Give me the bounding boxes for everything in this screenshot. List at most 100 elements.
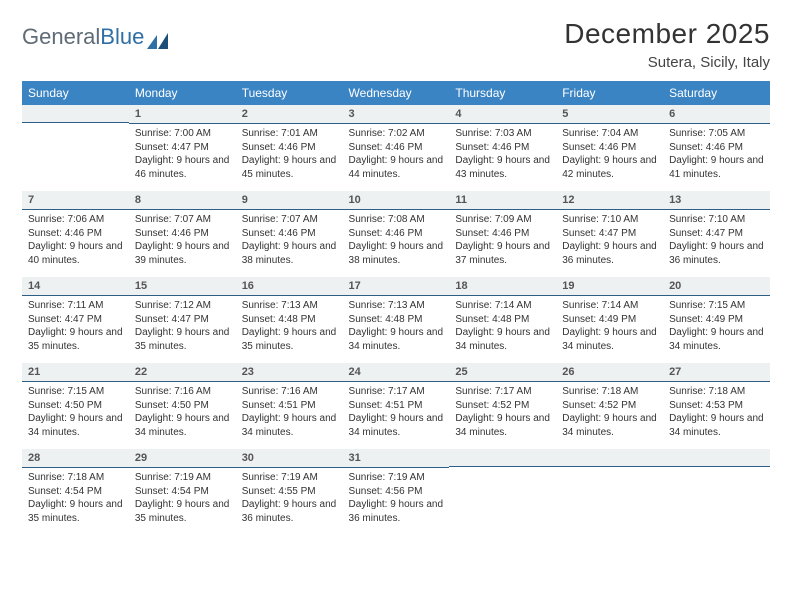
day-number: 22 [129,363,236,382]
header: GeneralBlue December 2025 Sutera, Sicily… [22,18,770,71]
sunrise-line: Sunrise: 7:15 AM [669,299,764,313]
sunrise-line: Sunrise: 7:12 AM [135,299,230,313]
weekday-header: Wednesday [343,81,450,105]
sunrise-line: Sunrise: 7:18 AM [28,471,123,485]
daylight-line: Daylight: 9 hours and 34 minutes. [455,326,550,353]
day-number [22,105,129,123]
day-details: Sunrise: 7:08 AMSunset: 4:46 PMDaylight:… [343,210,450,269]
day-number: 15 [129,277,236,296]
daylight-line: Daylight: 9 hours and 34 minutes. [669,326,764,353]
title-block: December 2025 Sutera, Sicily, Italy [564,18,770,71]
day-details: Sunrise: 7:00 AMSunset: 4:47 PMDaylight:… [129,124,236,183]
day-details: Sunrise: 7:01 AMSunset: 4:46 PMDaylight:… [236,124,343,183]
daylight-line: Daylight: 9 hours and 37 minutes. [455,240,550,267]
calendar-cell: 27Sunrise: 7:18 AMSunset: 4:53 PMDayligh… [663,363,770,449]
daylight-line: Daylight: 9 hours and 40 minutes. [28,240,123,267]
calendar-cell: 5Sunrise: 7:04 AMSunset: 4:46 PMDaylight… [556,105,663,191]
day-number: 19 [556,277,663,296]
sunset-line: Sunset: 4:47 PM [135,141,230,155]
day-details: Sunrise: 7:02 AMSunset: 4:46 PMDaylight:… [343,124,450,183]
day-number: 7 [22,191,129,210]
sunset-line: Sunset: 4:46 PM [455,141,550,155]
calendar-body: 1Sunrise: 7:00 AMSunset: 4:47 PMDaylight… [22,105,770,535]
day-details: Sunrise: 7:06 AMSunset: 4:46 PMDaylight:… [22,210,129,269]
day-number: 23 [236,363,343,382]
sunrise-line: Sunrise: 7:03 AM [455,127,550,141]
day-number: 6 [663,105,770,124]
day-number: 24 [343,363,450,382]
daylight-line: Daylight: 9 hours and 36 minutes. [669,240,764,267]
calendar-cell: 21Sunrise: 7:15 AMSunset: 4:50 PMDayligh… [22,363,129,449]
sunset-line: Sunset: 4:51 PM [242,399,337,413]
daylight-line: Daylight: 9 hours and 34 minutes. [135,412,230,439]
day-details: Sunrise: 7:10 AMSunset: 4:47 PMDaylight:… [556,210,663,269]
daylight-line: Daylight: 9 hours and 42 minutes. [562,154,657,181]
calendar-cell: 4Sunrise: 7:03 AMSunset: 4:46 PMDaylight… [449,105,556,191]
sunset-line: Sunset: 4:48 PM [242,313,337,327]
calendar-cell: 14Sunrise: 7:11 AMSunset: 4:47 PMDayligh… [22,277,129,363]
day-number: 27 [663,363,770,382]
day-details: Sunrise: 7:19 AMSunset: 4:56 PMDaylight:… [343,468,450,527]
day-number: 4 [449,105,556,124]
calendar-cell: 2Sunrise: 7:01 AMSunset: 4:46 PMDaylight… [236,105,343,191]
sunrise-line: Sunrise: 7:18 AM [562,385,657,399]
calendar-cell: 19Sunrise: 7:14 AMSunset: 4:49 PMDayligh… [556,277,663,363]
sunrise-line: Sunrise: 7:00 AM [135,127,230,141]
calendar-cell: 15Sunrise: 7:12 AMSunset: 4:47 PMDayligh… [129,277,236,363]
sunrise-line: Sunrise: 7:06 AM [28,213,123,227]
day-details: Sunrise: 7:04 AMSunset: 4:46 PMDaylight:… [556,124,663,183]
sunset-line: Sunset: 4:54 PM [135,485,230,499]
calendar-table: SundayMondayTuesdayWednesdayThursdayFrid… [22,81,770,535]
sunset-line: Sunset: 4:53 PM [669,399,764,413]
sunset-line: Sunset: 4:46 PM [349,141,444,155]
calendar-cell: 31Sunrise: 7:19 AMSunset: 4:56 PMDayligh… [343,449,450,535]
day-details: Sunrise: 7:05 AMSunset: 4:46 PMDaylight:… [663,124,770,183]
calendar-cell: 26Sunrise: 7:18 AMSunset: 4:52 PMDayligh… [556,363,663,449]
day-details: Sunrise: 7:07 AMSunset: 4:46 PMDaylight:… [129,210,236,269]
sunset-line: Sunset: 4:46 PM [455,227,550,241]
day-number: 20 [663,277,770,296]
day-details: Sunrise: 7:15 AMSunset: 4:50 PMDaylight:… [22,382,129,441]
day-number: 16 [236,277,343,296]
sunset-line: Sunset: 4:51 PM [349,399,444,413]
day-number: 10 [343,191,450,210]
sunrise-line: Sunrise: 7:07 AM [242,213,337,227]
day-details: Sunrise: 7:09 AMSunset: 4:46 PMDaylight:… [449,210,556,269]
sunset-line: Sunset: 4:50 PM [135,399,230,413]
sunset-line: Sunset: 4:54 PM [28,485,123,499]
calendar-cell: 22Sunrise: 7:16 AMSunset: 4:50 PMDayligh… [129,363,236,449]
sunrise-line: Sunrise: 7:09 AM [455,213,550,227]
calendar-cell: 16Sunrise: 7:13 AMSunset: 4:48 PMDayligh… [236,277,343,363]
day-number: 31 [343,449,450,468]
sunset-line: Sunset: 4:46 PM [135,227,230,241]
day-details: Sunrise: 7:14 AMSunset: 4:49 PMDaylight:… [556,296,663,355]
sunrise-line: Sunrise: 7:05 AM [669,127,764,141]
calendar-cell: 28Sunrise: 7:18 AMSunset: 4:54 PMDayligh… [22,449,129,535]
day-details: Sunrise: 7:19 AMSunset: 4:55 PMDaylight:… [236,468,343,527]
day-number [663,449,770,467]
daylight-line: Daylight: 9 hours and 35 minutes. [28,326,123,353]
day-details: Sunrise: 7:16 AMSunset: 4:50 PMDaylight:… [129,382,236,441]
calendar-week-row: 28Sunrise: 7:18 AMSunset: 4:54 PMDayligh… [22,449,770,535]
sunrise-line: Sunrise: 7:19 AM [349,471,444,485]
sunrise-line: Sunrise: 7:17 AM [455,385,550,399]
sunrise-line: Sunrise: 7:10 AM [562,213,657,227]
day-number: 8 [129,191,236,210]
calendar-cell: 8Sunrise: 7:07 AMSunset: 4:46 PMDaylight… [129,191,236,277]
daylight-line: Daylight: 9 hours and 34 minutes. [349,412,444,439]
calendar-week-row: 21Sunrise: 7:15 AMSunset: 4:50 PMDayligh… [22,363,770,449]
day-details: Sunrise: 7:03 AMSunset: 4:46 PMDaylight:… [449,124,556,183]
daylight-line: Daylight: 9 hours and 34 minutes. [242,412,337,439]
daylight-line: Daylight: 9 hours and 41 minutes. [669,154,764,181]
sunset-line: Sunset: 4:49 PM [562,313,657,327]
sunrise-line: Sunrise: 7:02 AM [349,127,444,141]
day-number: 21 [22,363,129,382]
calendar-cell: 10Sunrise: 7:08 AMSunset: 4:46 PMDayligh… [343,191,450,277]
day-number: 2 [236,105,343,124]
sunrise-line: Sunrise: 7:13 AM [242,299,337,313]
day-number [449,449,556,467]
day-details: Sunrise: 7:18 AMSunset: 4:53 PMDaylight:… [663,382,770,441]
sunset-line: Sunset: 4:46 PM [28,227,123,241]
weekday-header: Sunday [22,81,129,105]
daylight-line: Daylight: 9 hours and 34 minutes. [562,326,657,353]
